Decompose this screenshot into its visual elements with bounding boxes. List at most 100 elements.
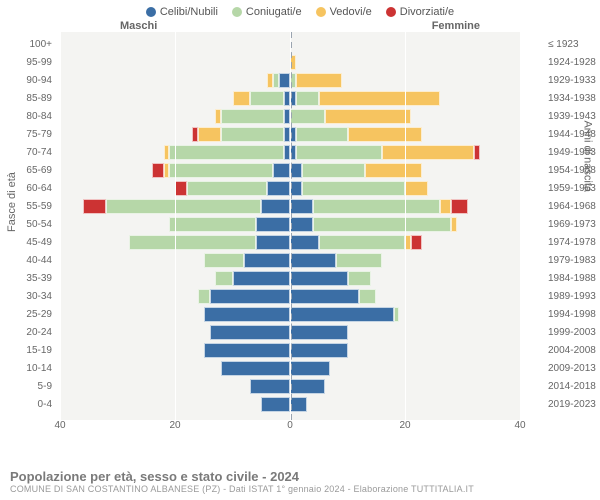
bar-female bbox=[290, 37, 600, 52]
bar-male bbox=[0, 235, 290, 250]
bar-female bbox=[290, 127, 600, 142]
bar-segment bbox=[129, 235, 256, 250]
bar-male bbox=[0, 397, 290, 412]
bar-female bbox=[290, 109, 600, 124]
legend-label: Coniugati/e bbox=[246, 6, 302, 18]
bar-segment bbox=[365, 163, 423, 178]
bar-segment bbox=[221, 361, 290, 376]
bar-male bbox=[0, 307, 290, 322]
gridline bbox=[405, 32, 406, 420]
bar-segment bbox=[290, 361, 330, 376]
bar-female bbox=[290, 361, 600, 376]
bar-segment bbox=[302, 163, 365, 178]
bar-male bbox=[0, 289, 290, 304]
bar-segment bbox=[348, 127, 423, 142]
x-tick: 0 bbox=[287, 420, 293, 431]
bar-female bbox=[290, 91, 600, 106]
bar-segment bbox=[279, 73, 291, 88]
bar-female bbox=[290, 397, 600, 412]
chart-subtitle: COMUNE DI SAN COSTANTINO ALBANESE (PZ) -… bbox=[10, 484, 590, 494]
bar-male bbox=[0, 199, 290, 214]
bar-segment bbox=[296, 73, 342, 88]
bar-male bbox=[0, 55, 290, 70]
bar-male bbox=[0, 379, 290, 394]
bar-segment bbox=[296, 127, 348, 142]
bar-segment bbox=[382, 145, 474, 160]
female-label: Femmine bbox=[432, 20, 480, 32]
bar-female bbox=[290, 73, 600, 88]
plot-area bbox=[60, 32, 520, 420]
male-label: Maschi bbox=[120, 20, 157, 32]
bar-segment bbox=[169, 217, 255, 232]
gender-labels: Maschi Femmine bbox=[0, 20, 600, 32]
bar-segment bbox=[290, 343, 348, 358]
bar-male bbox=[0, 73, 290, 88]
bar-female bbox=[290, 325, 600, 340]
bar-segment bbox=[313, 217, 451, 232]
bar-female bbox=[290, 145, 600, 160]
bar-male bbox=[0, 343, 290, 358]
bar-female bbox=[290, 55, 600, 70]
x-tick: 40 bbox=[54, 420, 65, 431]
gridline bbox=[290, 32, 291, 420]
bar-segment bbox=[290, 397, 307, 412]
bar-segment bbox=[250, 91, 285, 106]
bar-segment bbox=[210, 325, 291, 340]
legend-label: Vedovi/e bbox=[330, 6, 372, 18]
bar-segment bbox=[198, 289, 210, 304]
bar-segment bbox=[290, 109, 325, 124]
bar-segment bbox=[451, 217, 457, 232]
bar-male bbox=[0, 217, 290, 232]
bar-segment bbox=[175, 181, 187, 196]
bar-segment bbox=[296, 91, 319, 106]
legend-item: Coniugati/e bbox=[232, 6, 302, 18]
gridline bbox=[60, 32, 61, 420]
bar-segment bbox=[152, 163, 164, 178]
chart-title: Popolazione per età, sesso e stato civil… bbox=[10, 469, 590, 484]
bar-segment bbox=[296, 145, 382, 160]
bar-female bbox=[290, 307, 600, 322]
bar-segment bbox=[325, 109, 411, 124]
bar-segment bbox=[440, 199, 452, 214]
bar-male bbox=[0, 361, 290, 376]
bar-male bbox=[0, 37, 290, 52]
bar-male bbox=[0, 325, 290, 340]
bar-segment bbox=[348, 271, 371, 286]
legend-swatch bbox=[316, 7, 326, 17]
bar-segment bbox=[273, 163, 290, 178]
legend-label: Celibi/Nubili bbox=[160, 6, 218, 18]
bar-male bbox=[0, 253, 290, 268]
legend-item: Vedovi/e bbox=[316, 6, 372, 18]
bar-segment bbox=[313, 199, 440, 214]
bar-segment bbox=[187, 181, 268, 196]
bar-segment bbox=[290, 235, 319, 250]
bar-segment bbox=[411, 235, 423, 250]
bar-segment bbox=[290, 217, 313, 232]
bar-segment bbox=[261, 397, 290, 412]
bar-female bbox=[290, 199, 600, 214]
bar-segment bbox=[233, 271, 291, 286]
bar-segment bbox=[319, 91, 440, 106]
bar-male bbox=[0, 145, 290, 160]
bar-female bbox=[290, 379, 600, 394]
bar-segment bbox=[210, 289, 291, 304]
bar-segment bbox=[359, 289, 376, 304]
bar-segment bbox=[302, 181, 406, 196]
legend-item: Celibi/Nubili bbox=[146, 6, 218, 18]
bar-segment bbox=[290, 379, 325, 394]
bar-segment bbox=[106, 199, 261, 214]
bar-male bbox=[0, 109, 290, 124]
bar-female bbox=[290, 253, 600, 268]
bar-segment bbox=[169, 163, 273, 178]
bar-segment bbox=[250, 379, 290, 394]
bar-segment bbox=[290, 325, 348, 340]
bar-segment bbox=[169, 145, 284, 160]
legend-item: Divorziati/e bbox=[386, 6, 454, 18]
bar-segment bbox=[290, 271, 348, 286]
bar-female bbox=[290, 235, 600, 250]
legend: Celibi/Nubili Coniugati/e Vedovi/e Divorzia… bbox=[0, 0, 600, 20]
bar-segment bbox=[204, 343, 290, 358]
chart-footer: Popolazione per età, sesso e stato civil… bbox=[10, 469, 590, 494]
bar-male bbox=[0, 181, 290, 196]
bar-segment bbox=[290, 199, 313, 214]
